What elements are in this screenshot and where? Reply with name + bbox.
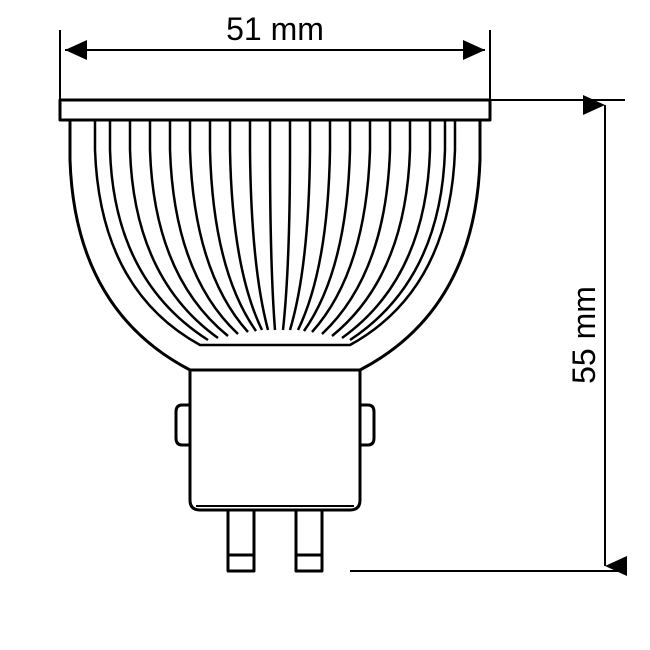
- dimension-height: 55 mm: [350, 100, 625, 571]
- gu10-pins: [228, 510, 322, 571]
- bulb-technical-drawing: 51 mm 55 mm: [0, 0, 650, 650]
- dimension-width-label: 51 mm: [226, 11, 324, 47]
- reflector-fins: [110, 120, 445, 340]
- bulb-body: [60, 100, 490, 571]
- dimension-width: 51 mm: [60, 11, 490, 100]
- dimension-height-label: 55 mm: [566, 286, 602, 384]
